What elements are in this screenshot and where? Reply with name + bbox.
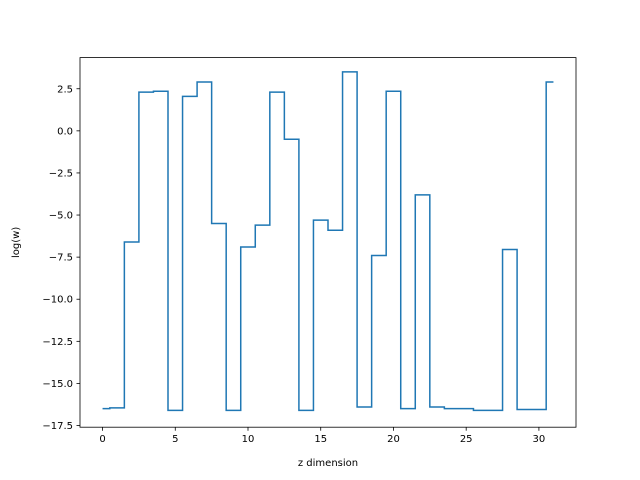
x-tick-label: 0 <box>99 434 105 445</box>
x-tick-label: 30 <box>533 434 546 445</box>
x-axis-ticks: 0 5 10 15 20 25 30 <box>99 427 545 445</box>
y-tick-label: −2.5 <box>49 168 73 179</box>
y-tick-label: −5.0 <box>49 211 73 222</box>
series-line <box>102 71 554 412</box>
x-tick-label: 10 <box>242 434 255 445</box>
y-tick-label: −15.0 <box>42 379 73 390</box>
y-axis-ticks: −17.5 −15.0 −12.5 −10.0 −7.5 −5.0 −2.5 0.0 2.5 <box>42 84 80 432</box>
x-axis-label: z dimension <box>298 458 358 469</box>
plot-area <box>80 57 576 428</box>
x-tick-label: 15 <box>314 434 327 445</box>
x-tick-label: 25 <box>460 434 473 445</box>
y-tick-label: −12.5 <box>42 337 73 348</box>
x-tick-label: 20 <box>387 434 400 445</box>
y-tick-label: −17.5 <box>42 421 73 432</box>
plot-frame <box>79 57 577 428</box>
y-tick-label: 0.0 <box>57 126 73 137</box>
y-tick-label: 2.5 <box>57 84 73 95</box>
x-tick-label: 5 <box>172 434 178 445</box>
y-tick-label: −10.0 <box>42 295 73 306</box>
y-axis-label: log(w) <box>11 227 22 258</box>
y-tick-label: −7.5 <box>49 253 73 264</box>
